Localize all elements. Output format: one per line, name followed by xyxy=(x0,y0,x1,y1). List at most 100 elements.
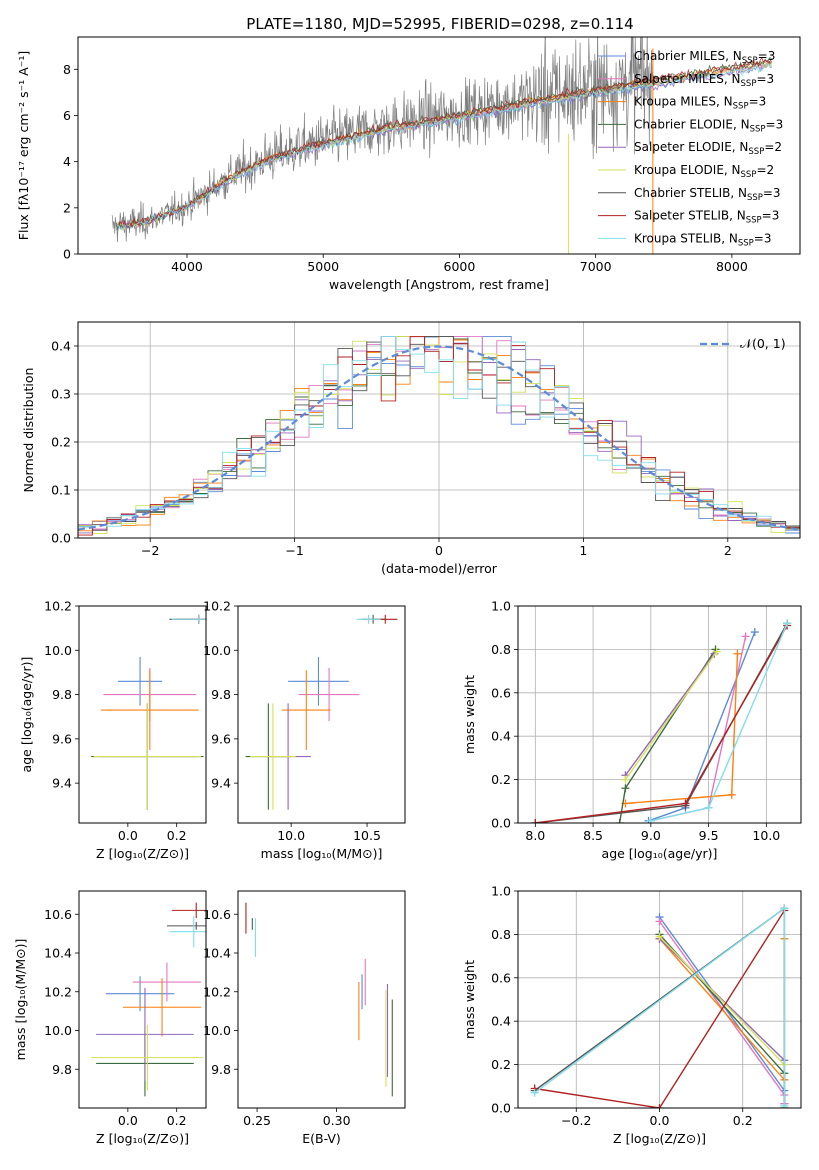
weight-marker xyxy=(681,799,690,808)
y-axis-label: mass weight xyxy=(462,675,477,754)
weight-marker xyxy=(780,1101,789,1108)
figure-title: PLATE=1180, MJD=52995, FIBERID=0298, z=0… xyxy=(246,15,633,33)
legend-label: Salpeter STELIB, NSSP=3 xyxy=(634,209,779,226)
y-tick-label: 6 xyxy=(63,108,71,123)
weight-marker xyxy=(646,816,655,823)
y-tick-label: 10.2 xyxy=(44,599,72,614)
weight-marker xyxy=(655,1104,664,1108)
weight-line xyxy=(659,938,785,1061)
plot-area xyxy=(78,335,800,536)
weight-series-kroupa-elodie xyxy=(655,932,789,1069)
x-tick-label: 5000 xyxy=(307,259,339,274)
errorbar-chabrier-miles xyxy=(288,656,349,706)
y-tick-label: 0.2 xyxy=(491,1057,511,1072)
spectrum-legend: Chabrier MILES, NSSP=3 Salpeter MILES, NS… xyxy=(598,49,783,248)
spectrum-model-kroupa-stelib xyxy=(115,63,772,231)
y-tick-label: 1.0 xyxy=(491,599,511,614)
plot-area xyxy=(111,37,773,254)
x-tick-label: −0.2 xyxy=(561,1113,591,1128)
errorbar-salpeter-stelib xyxy=(171,902,206,919)
y-tick-label: 0.4 xyxy=(51,339,71,354)
errorbar-kroupa-miles xyxy=(100,670,199,750)
y-tick-label: 0 xyxy=(63,247,71,262)
weight-line xyxy=(535,623,788,823)
weight-marker xyxy=(531,819,540,823)
errorbar-kroupa-stelib xyxy=(356,614,381,624)
legend-label: Chabrier STELIB, NSSP=3 xyxy=(634,186,781,203)
x-axis-label: age [log₁₀(age/yr)] xyxy=(602,846,718,861)
errorbar-kroupa-stelib xyxy=(171,614,206,624)
x-tick-label: −2 xyxy=(141,543,159,558)
x-axis-label: Z [log₁₀(Z/Z⊙)] xyxy=(96,1131,189,1146)
weight-marker xyxy=(750,628,759,637)
panel-age-vs-Z: 0.0 0.2 9.4 9.6 9.8 10.0 10.2 Z [log₁₀(Z/Z⊙)] ag… xyxy=(19,599,207,861)
y-tick-label: 9.8 xyxy=(52,687,72,702)
x-tick-label: 10.0 xyxy=(277,828,305,843)
errorbar-salpeter-miles xyxy=(298,668,360,722)
panel-age-vs-mass: 10.0 10.5 9.4 9.6 9.8 10.0 10.2 mass [log₁₀(M/M… xyxy=(203,599,406,861)
histogram-chabrier-stelib xyxy=(78,335,800,531)
x-tick-label: 0.2 xyxy=(733,1113,753,1128)
y-axis-label: Normed distribution xyxy=(21,368,36,493)
weight-series-kroupa-stelib xyxy=(530,904,789,1108)
y-tick-label: 0.0 xyxy=(491,816,511,831)
panel-spectrum: 4000 5000 6000 7000 8000 0 2 4 6 8 wavelength [Ang… xyxy=(16,36,801,292)
y-tick-label: 0.6 xyxy=(491,685,511,700)
y-tick-label: 2 xyxy=(63,200,71,215)
errorbar-chabrier-miles xyxy=(118,656,163,706)
y-tick-label: 10.4 xyxy=(44,946,72,961)
panel-weight-vs-age: 8.0 8.5 9.0 9.5 10.0 0.0 0.2 0.4 0.6 0.8 1.0 age [l… xyxy=(462,599,802,861)
x-tick-label: 0 xyxy=(435,543,443,558)
legend-label: Kroupa MILES, NSSP=3 xyxy=(634,95,766,112)
x-tick-label: 8.0 xyxy=(525,828,545,843)
histogram-salpeter-stelib xyxy=(78,335,800,536)
x-tick-label: 0.0 xyxy=(118,828,138,843)
normal-curve xyxy=(78,345,800,531)
errorbar-kroupa-elodie xyxy=(250,703,296,810)
weight-line xyxy=(658,936,785,1066)
y-tick-label: 10.6 xyxy=(44,907,72,922)
weight-line xyxy=(535,625,788,823)
x-axis-label: (data-model)/error xyxy=(381,561,498,576)
errorbar-chabrier-miles xyxy=(105,976,175,1012)
y-tick-label: 0.2 xyxy=(51,435,71,450)
chart-layer: 4000 5000 6000 7000 8000 0 2 4 6 8 wavelength [Ang… xyxy=(13,36,802,1146)
y-tick-label: 0.4 xyxy=(491,1014,511,1029)
y-tick-label: 9.8 xyxy=(211,1062,231,1077)
errorbar-kroupa-elodie xyxy=(91,1024,204,1091)
x-axis-label: mass [log₁₀(M/M⊙)] xyxy=(261,846,383,861)
axes-frame xyxy=(78,890,207,1109)
y-axis-label: mass [log₁₀(M/M⊙)] xyxy=(13,939,28,1061)
y-tick-label: 10.0 xyxy=(44,643,72,658)
errorbar-salpeter-elodie xyxy=(96,987,194,1081)
y-axis-label: age [log₁₀(age/yr)] xyxy=(19,657,34,773)
weight-series-kroupa-miles xyxy=(621,649,742,808)
panel-mass-vs-Z: 0.0 0.2 9.8 10.0 10.2 10.4 10.6 Z [log₁₀(Z/Z⊙)]… xyxy=(13,890,207,1146)
weight-marker xyxy=(783,619,792,628)
errorbar-chabrier-stelib xyxy=(166,922,206,930)
weight-marker xyxy=(655,932,664,941)
x-tick-label: 0.2 xyxy=(167,828,187,843)
y-tick-label: 0.4 xyxy=(491,729,511,744)
plot-area xyxy=(91,902,206,1097)
x-tick-label: 7000 xyxy=(580,259,612,274)
weight-series-kroupa-stelib xyxy=(646,619,792,823)
weight-marker xyxy=(655,917,664,926)
y-tick-label: 9.4 xyxy=(211,776,231,791)
x-axis-label: wavelength [Angstrom, rest frame] xyxy=(329,277,549,292)
y-tick-label: 0.8 xyxy=(491,642,511,657)
y-tick-label: 10.6 xyxy=(203,907,231,922)
weight-line xyxy=(624,653,715,776)
y-tick-label: 0.2 xyxy=(491,772,511,787)
plot-area xyxy=(245,614,398,810)
y-tick-label: 9.4 xyxy=(52,776,72,791)
errorbar-kroupa-stelib xyxy=(169,916,206,948)
axes-frame xyxy=(517,605,802,824)
legend-label: Chabrier ELODIE, NSSP=3 xyxy=(634,117,783,134)
y-tick-label: 9.8 xyxy=(52,1062,72,1077)
axes-frame xyxy=(237,890,406,1109)
x-tick-label: 0.0 xyxy=(650,1113,670,1128)
panel-residuals: −2 −1 0 1 2 0.0 0.1 0.2 0.3 0.4 (data-model)/error… xyxy=(21,321,801,576)
weight-marker xyxy=(621,784,630,793)
